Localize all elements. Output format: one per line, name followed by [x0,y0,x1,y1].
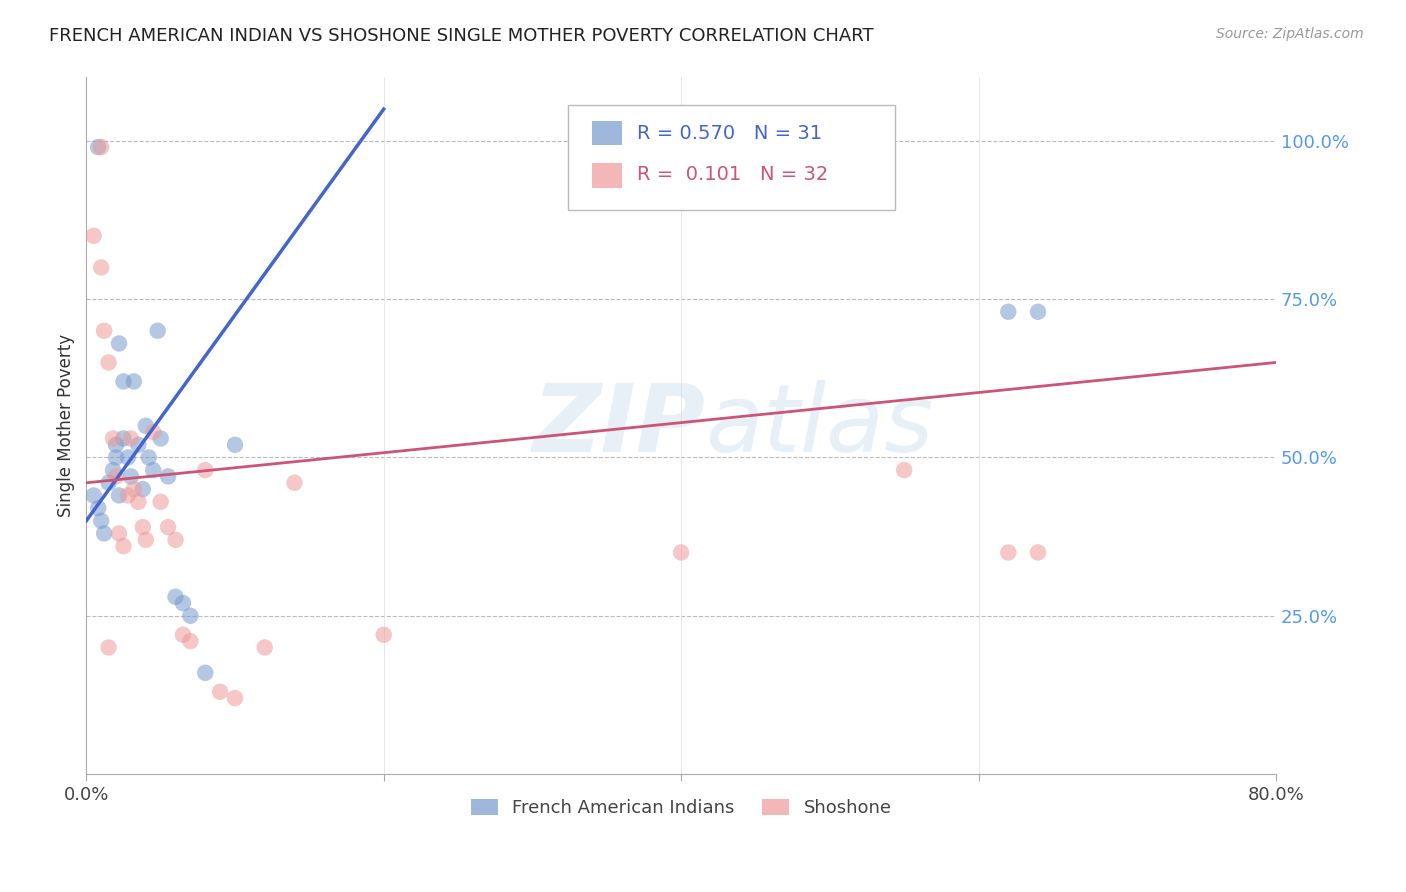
Point [132,482,155,496]
Point [108,488,131,502]
Point [997,305,1019,319]
Point [83,228,105,243]
Point [108,336,131,351]
Point [172,628,194,642]
Point [101,463,124,477]
Point [669,545,692,559]
Point [97,475,120,490]
Point [194,463,217,477]
Point [122,375,145,389]
Point [149,432,172,446]
Text: Source: ZipAtlas.com: Source: ZipAtlas.com [1216,27,1364,41]
Point [146,324,169,338]
Text: atlas: atlas [704,380,934,471]
Point [893,463,915,477]
Point [157,520,180,534]
Point [105,469,128,483]
Point [135,533,157,547]
Point [127,438,149,452]
Point [224,438,246,452]
Point [179,608,201,623]
Point [149,495,172,509]
Point [142,463,165,477]
Bar [592,163,621,187]
Point [105,450,128,465]
Point [97,355,120,369]
Point [165,533,187,547]
Text: ZIP: ZIP [531,380,704,472]
Point [87,501,110,516]
Point [90,140,112,154]
Point [83,488,105,502]
Point [157,469,180,483]
Point [122,482,145,496]
FancyBboxPatch shape [568,105,896,210]
Point [172,596,194,610]
Text: R =  0.101   N = 32: R = 0.101 N = 32 [637,166,828,185]
Y-axis label: Single Mother Poverty: Single Mother Poverty [58,334,75,517]
Point [97,640,120,655]
Text: FRENCH AMERICAN INDIAN VS SHOSHONE SINGLE MOTHER POVERTY CORRELATION CHART: FRENCH AMERICAN INDIAN VS SHOSHONE SINGL… [49,27,875,45]
Point [120,432,142,446]
Point [87,140,110,154]
Point [90,514,112,528]
Point [101,432,124,446]
Point [127,495,149,509]
Point [93,324,115,338]
Point [1026,545,1049,559]
Point [283,475,305,490]
Point [165,590,187,604]
Point [117,488,139,502]
Point [1026,305,1049,319]
Point [132,520,155,534]
Point [90,260,112,275]
Point [93,526,115,541]
Point [224,691,246,706]
Point [138,450,160,465]
Point [179,634,201,648]
Bar [592,120,621,145]
Point [142,425,165,439]
Point [112,432,135,446]
Point [997,545,1019,559]
Point [120,469,142,483]
Point [135,418,157,433]
Point [112,375,135,389]
Text: R = 0.570   N = 31: R = 0.570 N = 31 [637,124,823,143]
Point [117,450,139,465]
Point [194,665,217,680]
Point [105,438,128,452]
Point [112,539,135,553]
Point [373,628,395,642]
Legend: French American Indians, Shoshone: French American Indians, Shoshone [464,791,898,824]
Point [209,685,232,699]
Point [253,640,276,655]
Point [108,526,131,541]
